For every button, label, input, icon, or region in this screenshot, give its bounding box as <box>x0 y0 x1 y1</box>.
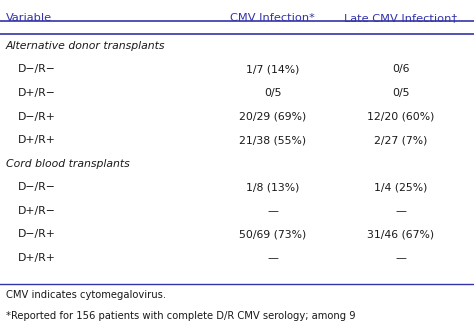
Text: —: — <box>395 206 406 216</box>
Text: 31/46 (67%): 31/46 (67%) <box>367 229 434 239</box>
Text: CMV Infection*: CMV Infection* <box>230 13 315 23</box>
Text: —: — <box>267 206 278 216</box>
Text: 12/20 (60%): 12/20 (60%) <box>367 112 434 122</box>
Text: Alternative donor transplants: Alternative donor transplants <box>6 41 165 51</box>
Text: *Reported for 156 patients with complete D/R CMV serology; among 9: *Reported for 156 patients with complete… <box>6 311 356 321</box>
Text: —: — <box>395 253 406 263</box>
Text: Late CMV Infection†: Late CMV Infection† <box>344 13 457 23</box>
Text: D−/R+: D−/R+ <box>18 229 55 239</box>
Text: CMV indicates cytomegalovirus.: CMV indicates cytomegalovirus. <box>6 290 166 301</box>
Text: D−/R−: D−/R− <box>18 182 55 192</box>
Text: D+/R+: D+/R+ <box>18 135 55 145</box>
Text: Variable: Variable <box>6 13 52 23</box>
Text: 50/69 (73%): 50/69 (73%) <box>239 229 306 239</box>
Text: 0/6: 0/6 <box>392 64 409 75</box>
Text: 21/38 (55%): 21/38 (55%) <box>239 135 306 145</box>
Text: 20/29 (69%): 20/29 (69%) <box>239 112 306 122</box>
Text: 0/5: 0/5 <box>264 88 281 98</box>
Text: Cord blood transplants: Cord blood transplants <box>6 159 129 169</box>
Text: D+/R−: D+/R− <box>18 88 55 98</box>
Text: D−/R−: D−/R− <box>18 64 55 75</box>
Text: 2/27 (7%): 2/27 (7%) <box>374 135 427 145</box>
Text: 0/5: 0/5 <box>392 88 409 98</box>
Text: 1/4 (25%): 1/4 (25%) <box>374 182 427 192</box>
Text: D−/R+: D−/R+ <box>18 112 55 122</box>
Text: —: — <box>267 253 278 263</box>
Text: 1/8 (13%): 1/8 (13%) <box>246 182 299 192</box>
Text: D+/R−: D+/R− <box>18 206 55 216</box>
Text: 1/7 (14%): 1/7 (14%) <box>246 64 299 75</box>
Text: D+/R+: D+/R+ <box>18 253 55 263</box>
